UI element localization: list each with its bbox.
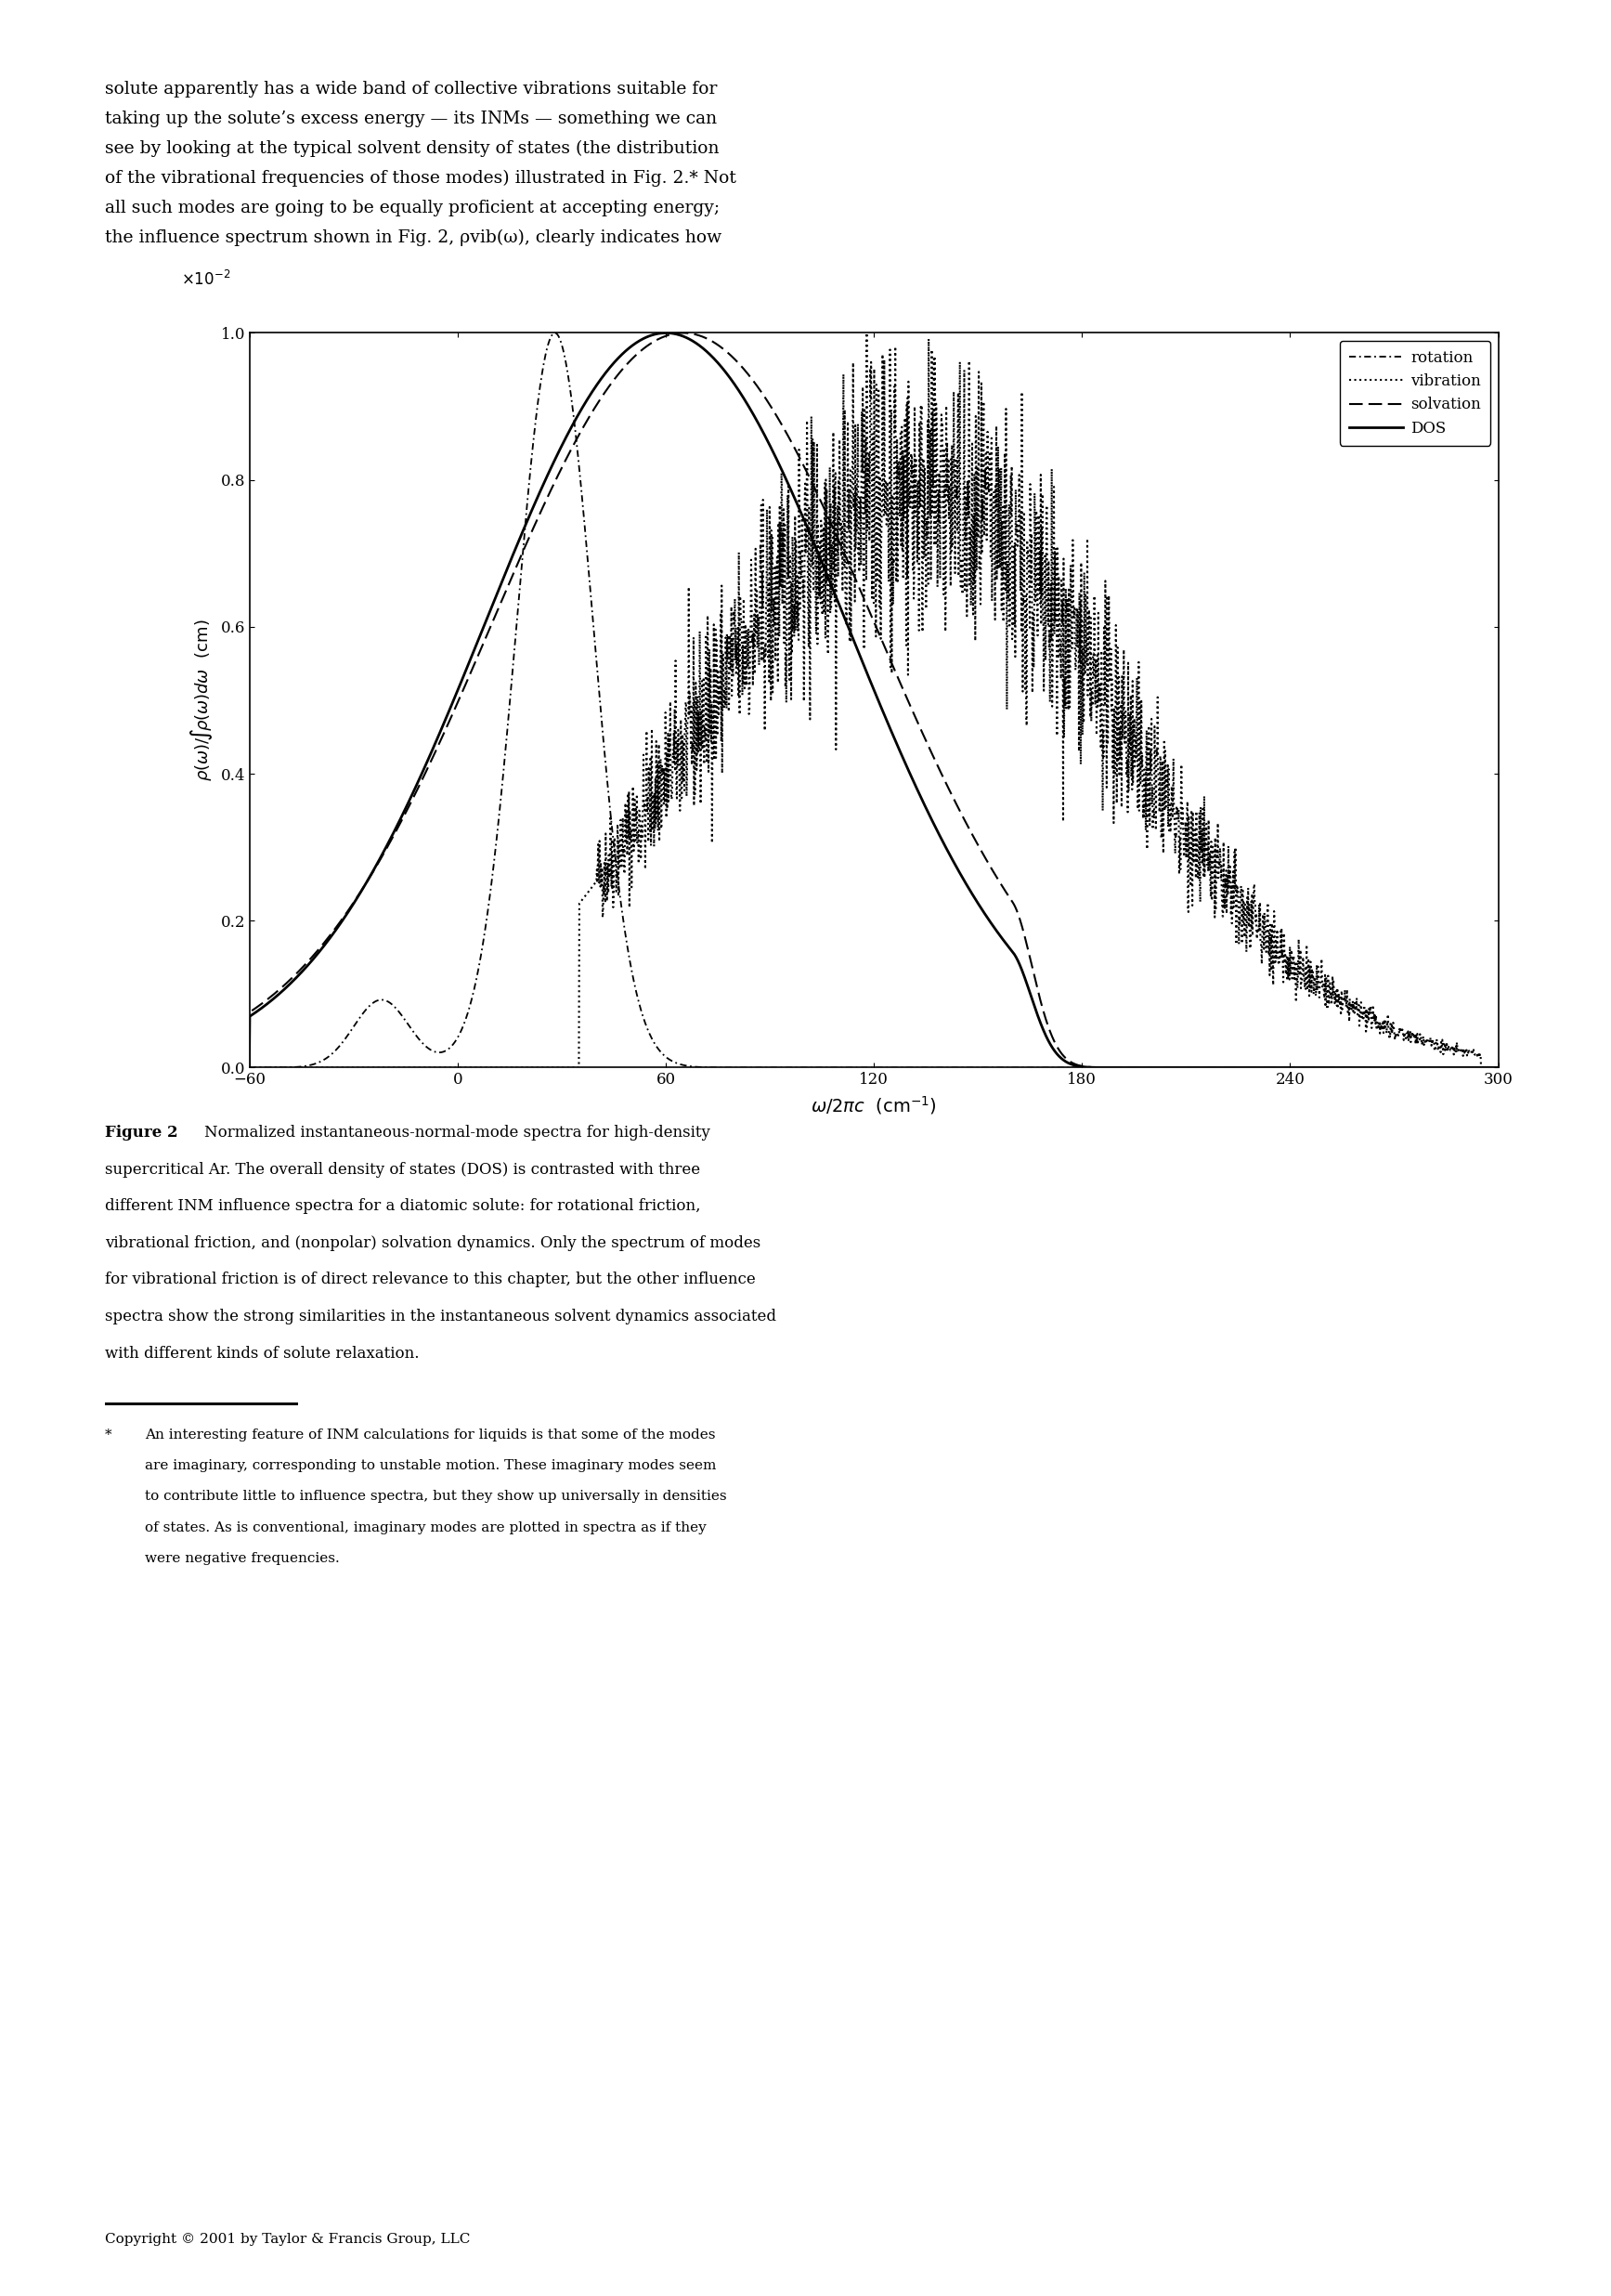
Text: for vibrational friction is of direct relevance to this chapter, but the other i: for vibrational friction is of direct re… <box>105 1272 756 1288</box>
Text: *: * <box>105 1428 111 1442</box>
Text: $\times 10^{-2}$: $\times 10^{-2}$ <box>180 271 230 289</box>
Text: supercritical Ar. The overall density of states (DOS) is contrasted with three: supercritical Ar. The overall density of… <box>105 1162 701 1178</box>
Text: were negative frequencies.: were negative frequencies. <box>145 1552 340 1566</box>
Y-axis label: $\rho(\omega)/\!\int\!\rho(\omega)d\omega\ \ ({\rm cm})$: $\rho(\omega)/\!\int\!\rho(\omega)d\omeg… <box>188 620 214 781</box>
Text: taking up the solute’s excess energy — its INMs — something we can: taking up the solute’s excess energy — i… <box>105 110 717 126</box>
Legend: rotation, vibration, solvation, DOS: rotation, vibration, solvation, DOS <box>1340 340 1490 445</box>
Text: Copyright © 2001 by Taylor & Francis Group, LLC: Copyright © 2001 by Taylor & Francis Gro… <box>105 2232 470 2245</box>
Text: of the vibrational frequencies of those modes) illustrated in Fig. 2.* Not: of the vibrational frequencies of those … <box>105 170 736 186</box>
Text: to contribute little to influence spectra, but they show up universally in densi: to contribute little to influence spectr… <box>145 1490 727 1504</box>
Text: are imaginary, corresponding to unstable motion. These imaginary modes seem: are imaginary, corresponding to unstable… <box>145 1460 717 1472</box>
Text: the influence spectrum shown in Fig. 2, ρvib(ω), clearly indicates how: the influence spectrum shown in Fig. 2, … <box>105 230 722 246</box>
Text: solute apparently has a wide band of collective vibrations suitable for: solute apparently has a wide band of col… <box>105 80 717 96</box>
Text: different INM influence spectra for a diatomic solute: for rotational friction,: different INM influence spectra for a di… <box>105 1199 701 1215</box>
Text: all such modes are going to be equally proficient at accepting energy;: all such modes are going to be equally p… <box>105 200 720 216</box>
Text: Figure 2: Figure 2 <box>105 1125 177 1141</box>
Text: An interesting feature of INM calculations for liquids is that some of the modes: An interesting feature of INM calculatio… <box>145 1428 715 1442</box>
Text: of states. As is conventional, imaginary modes are plotted in spectra as if they: of states. As is conventional, imaginary… <box>145 1520 707 1534</box>
Text: Normalized instantaneous-normal-mode spectra for high-density: Normalized instantaneous-normal-mode spe… <box>205 1125 710 1141</box>
Text: with different kinds of solute relaxation.: with different kinds of solute relaxatio… <box>105 1345 419 1362</box>
Text: spectra show the strong similarities in the instantaneous solvent dynamics assoc: spectra show the strong similarities in … <box>105 1309 777 1325</box>
X-axis label: $\omega/2\pi c\ \ ({\rm cm}^{-1})$: $\omega/2\pi c\ \ ({\rm cm}^{-1})$ <box>810 1095 938 1116</box>
Text: see by looking at the typical solvent density of states (the distribution: see by looking at the typical solvent de… <box>105 140 719 156</box>
Text: vibrational friction, and (nonpolar) solvation dynamics. Only the spectrum of mo: vibrational friction, and (nonpolar) sol… <box>105 1235 760 1251</box>
